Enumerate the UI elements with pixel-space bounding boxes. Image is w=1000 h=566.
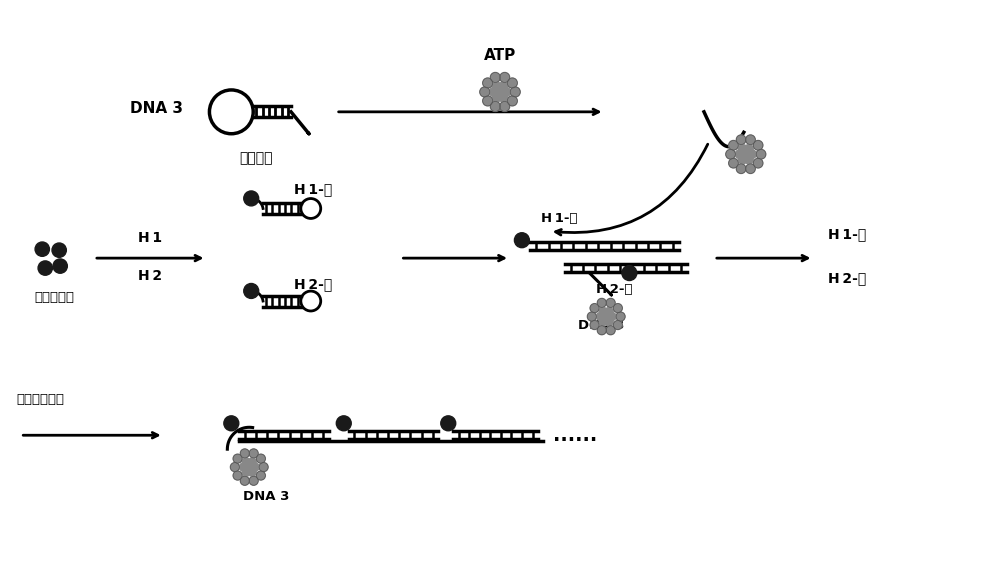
Circle shape <box>605 307 613 315</box>
Circle shape <box>483 78 493 88</box>
Circle shape <box>599 307 607 315</box>
Circle shape <box>606 326 615 335</box>
Circle shape <box>736 164 746 173</box>
Circle shape <box>52 243 66 258</box>
Circle shape <box>38 261 52 275</box>
Circle shape <box>490 101 500 112</box>
Circle shape <box>596 312 604 320</box>
Circle shape <box>745 155 753 164</box>
Circle shape <box>742 150 750 158</box>
Circle shape <box>753 158 763 168</box>
Circle shape <box>729 140 738 150</box>
Circle shape <box>502 88 511 96</box>
Circle shape <box>590 303 599 312</box>
Circle shape <box>489 88 498 96</box>
Circle shape <box>726 149 735 159</box>
Circle shape <box>738 144 747 153</box>
Circle shape <box>514 233 529 248</box>
Circle shape <box>597 326 606 335</box>
Text: H 1-金: H 1-金 <box>828 227 867 241</box>
Text: ......: ...... <box>553 426 597 445</box>
Circle shape <box>738 155 747 164</box>
Circle shape <box>240 477 249 485</box>
Circle shape <box>756 149 766 159</box>
Circle shape <box>249 477 258 485</box>
Circle shape <box>500 72 510 83</box>
Circle shape <box>499 82 508 91</box>
Circle shape <box>483 96 493 106</box>
Circle shape <box>35 242 49 256</box>
Text: H 1-金: H 1-金 <box>294 182 332 196</box>
Text: 适体部分: 适体部分 <box>239 152 273 166</box>
Text: DNA 3: DNA 3 <box>578 319 625 332</box>
Circle shape <box>735 150 744 158</box>
Text: ATP: ATP <box>484 48 516 63</box>
Text: H 2-金: H 2-金 <box>294 277 332 291</box>
Circle shape <box>492 93 501 102</box>
Circle shape <box>748 150 756 158</box>
Circle shape <box>507 78 517 88</box>
Circle shape <box>242 458 250 466</box>
Text: H 1: H 1 <box>138 231 162 245</box>
Circle shape <box>239 463 247 471</box>
Circle shape <box>233 454 242 463</box>
Circle shape <box>53 259 67 273</box>
Text: H 2: H 2 <box>138 269 162 283</box>
Circle shape <box>259 462 268 471</box>
Text: H 1-金: H 1-金 <box>541 212 578 225</box>
Circle shape <box>249 449 258 458</box>
Circle shape <box>224 416 239 431</box>
Circle shape <box>753 140 763 150</box>
Circle shape <box>613 303 622 312</box>
Circle shape <box>602 313 610 320</box>
Circle shape <box>244 191 259 206</box>
Circle shape <box>587 312 596 321</box>
Circle shape <box>613 320 622 329</box>
Circle shape <box>492 82 501 91</box>
Circle shape <box>240 449 249 458</box>
Circle shape <box>745 144 753 153</box>
Circle shape <box>496 88 504 96</box>
Circle shape <box>244 284 259 298</box>
Text: 杂交链式反应: 杂交链式反应 <box>16 393 64 406</box>
Circle shape <box>622 265 637 281</box>
Circle shape <box>746 135 755 144</box>
Circle shape <box>490 72 500 83</box>
Circle shape <box>590 320 599 329</box>
Circle shape <box>242 468 250 476</box>
Circle shape <box>233 471 242 480</box>
Circle shape <box>336 416 351 431</box>
Text: DNA 3: DNA 3 <box>130 101 183 117</box>
Text: H 2-金: H 2-金 <box>828 271 867 285</box>
Circle shape <box>499 93 508 102</box>
Text: H 2-金: H 2-金 <box>596 284 633 297</box>
Circle shape <box>606 298 615 307</box>
Text: DNA 3: DNA 3 <box>243 491 289 503</box>
Circle shape <box>245 464 253 471</box>
Circle shape <box>248 458 256 466</box>
Circle shape <box>746 164 755 173</box>
Circle shape <box>597 298 606 307</box>
Circle shape <box>608 312 616 320</box>
Circle shape <box>230 462 239 471</box>
Circle shape <box>729 158 738 168</box>
Circle shape <box>507 96 517 106</box>
Circle shape <box>480 87 490 97</box>
Circle shape <box>500 101 510 112</box>
Circle shape <box>599 318 607 325</box>
Text: 金纳米粒子: 金纳米粒子 <box>34 291 74 305</box>
Circle shape <box>256 471 265 480</box>
Circle shape <box>510 87 520 97</box>
Circle shape <box>441 416 456 431</box>
Circle shape <box>248 468 256 476</box>
Circle shape <box>256 454 265 463</box>
Circle shape <box>616 312 625 321</box>
Circle shape <box>736 135 746 144</box>
Circle shape <box>251 463 259 471</box>
Circle shape <box>605 318 613 325</box>
